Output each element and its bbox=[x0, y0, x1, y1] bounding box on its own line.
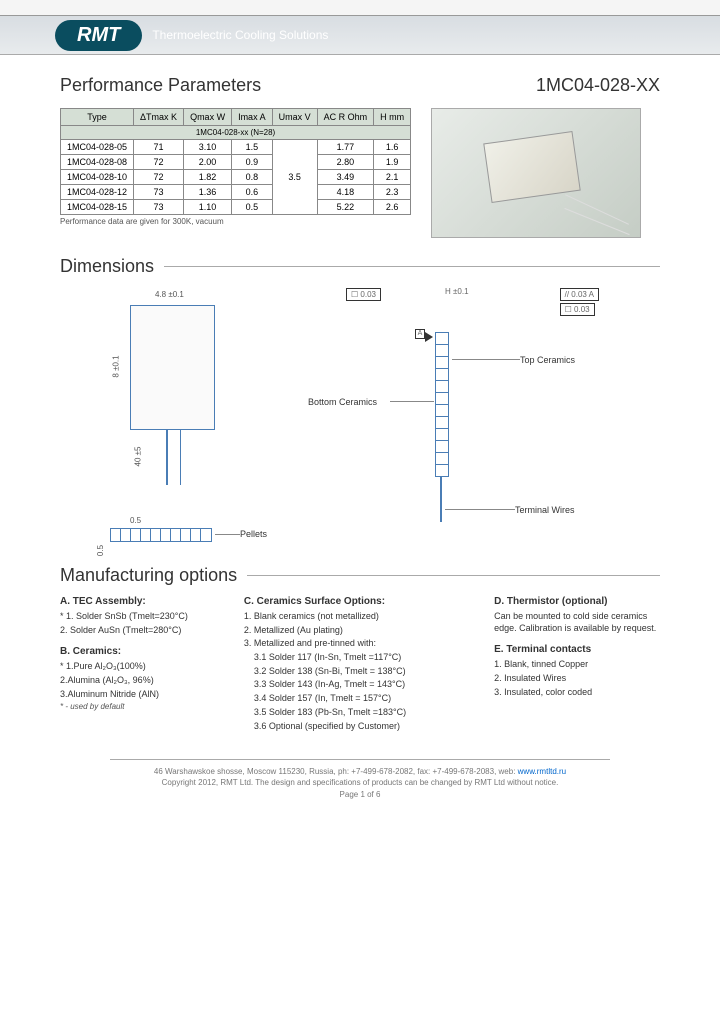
dim-height: 8 ±0.1 bbox=[112, 355, 121, 377]
dim-lead: 40 ±5 bbox=[133, 447, 142, 467]
table-row: 1MC04-028-08722.000.92.801.9 bbox=[61, 155, 411, 170]
callout-pellets: Pellets bbox=[240, 529, 267, 539]
footer: 46 Warshawskoe shosse, Moscow 115230, Ru… bbox=[60, 759, 660, 800]
mfg-item: 3.5 Solder 183 (Pb-Sn, Tmelt =183°C) bbox=[254, 707, 476, 719]
mfg-item: 3.3 Solder 143 (In-Ag, Tmelt = 143°C) bbox=[254, 679, 476, 691]
callout-bottom-ceramics: Bottom Ceramics bbox=[308, 397, 377, 407]
table-header: H mm bbox=[374, 109, 411, 126]
table-header: Umax V bbox=[272, 109, 317, 126]
mfg-item: 3.4 Solder 157 (In, Tmelt = 157°C) bbox=[254, 693, 476, 705]
performance-table: TypeΔTmax KQmax WImax AUmax VAC R OhmH m… bbox=[60, 108, 411, 215]
logo: RMT bbox=[55, 20, 142, 51]
mfg-b-title: B. Ceramics: bbox=[60, 646, 226, 657]
section-dimensions: Dimensions bbox=[60, 256, 660, 277]
tolerance-box: ☐ 0.03 bbox=[346, 288, 381, 301]
table-header: Qmax W bbox=[184, 109, 232, 126]
mfg-item: 1. Blank, tinned Copper bbox=[494, 659, 660, 671]
mfg-item: 3.Aluminum Nitride (AlN) bbox=[60, 689, 226, 701]
header-band: RMT Thermoelectric Cooling Solutions bbox=[0, 15, 720, 55]
table-header: ΔTmax K bbox=[134, 109, 184, 126]
mfg-item: 2. Metallized (Au plating) bbox=[244, 625, 476, 637]
mfg-item: 3. Metallized and pre-tinned with: bbox=[244, 638, 476, 650]
mfg-item: 2. Insulated Wires bbox=[494, 673, 660, 685]
performance-block: TypeΔTmax KQmax WImax AUmax VAC R OhmH m… bbox=[60, 108, 411, 226]
table-row: 1MC04-028-12731.360.64.182.3 bbox=[61, 185, 411, 200]
dim-width: 4.8 ±0.1 bbox=[155, 290, 184, 299]
page-title: Performance Parameters bbox=[60, 75, 261, 96]
product-photo bbox=[431, 108, 641, 238]
side-profile bbox=[435, 332, 449, 477]
mfg-a-title: A. TEC Assembly: bbox=[60, 596, 226, 607]
table-footnote: Performance data are given for 300K, vac… bbox=[60, 217, 411, 226]
table-row: 1MC04-028-10721.820.83.492.1 bbox=[61, 170, 411, 185]
side-pellets-view: 0.5 0.5 bbox=[110, 528, 212, 542]
mfg-c-title: C. Ceramics Surface Options: bbox=[244, 596, 476, 607]
default-note: * - used by default bbox=[60, 702, 226, 712]
manufacturing-options: A. TEC Assembly: * 1. Solder SnSb (Tmelt… bbox=[60, 596, 660, 734]
mfg-d-text: Can be mounted to cold side ceramics edg… bbox=[494, 611, 660, 634]
mfg-item: 2.Alumina (Al₂O₃, 96%) bbox=[60, 675, 226, 687]
callout-top-ceramics: Top Ceramics bbox=[520, 355, 575, 365]
table-row: 1MC04-028-05713.101.53.51.771.6 bbox=[61, 140, 411, 155]
dim-h: H ±0.1 bbox=[445, 287, 469, 296]
mfg-d-title: D. Thermistor (optional) bbox=[494, 596, 660, 607]
mfg-item: 3.6 Optional (specified by Customer) bbox=[254, 721, 476, 733]
tagline: Thermoelectric Cooling Solutions bbox=[152, 28, 328, 42]
mfg-item: 1. Blank ceramics (not metallized) bbox=[244, 611, 476, 623]
mfg-e-title: E. Terminal contacts bbox=[494, 644, 660, 655]
mfg-item: * 1. Solder SnSb (Tmelt=230°C) bbox=[60, 611, 226, 623]
front-view bbox=[130, 305, 215, 430]
callout-terminal-wires: Terminal Wires bbox=[515, 505, 575, 515]
mfg-item: 3. Insulated, color coded bbox=[494, 687, 660, 699]
mfg-item: * 1.Pure Al₂O₃(100%) bbox=[60, 661, 226, 673]
table-row: 1MC04-028-15731.100.55.222.6 bbox=[61, 200, 411, 215]
table-header: Type bbox=[61, 109, 134, 126]
section-manufacturing: Manufacturing options bbox=[60, 565, 660, 586]
table-header: Imax A bbox=[232, 109, 273, 126]
table-header: AC R Ohm bbox=[317, 109, 374, 126]
mfg-item: 2. Solder AuSn (Tmelt=280°C) bbox=[60, 625, 226, 637]
dimensions-drawing: 4.8 ±0.1 8 ±0.1 40 ±5 0.5 0.5 Pellets bbox=[60, 287, 660, 547]
mfg-item: 3.2 Solder 138 (Sn-Bi, Tmelt = 138°C) bbox=[254, 666, 476, 678]
part-number: 1MC04-028-XX bbox=[536, 75, 660, 96]
footer-link[interactable]: www.rmtltd.ru bbox=[518, 767, 566, 776]
mfg-item: 3.1 Solder 117 (In-Sn, Tmelt =117°C) bbox=[254, 652, 476, 664]
